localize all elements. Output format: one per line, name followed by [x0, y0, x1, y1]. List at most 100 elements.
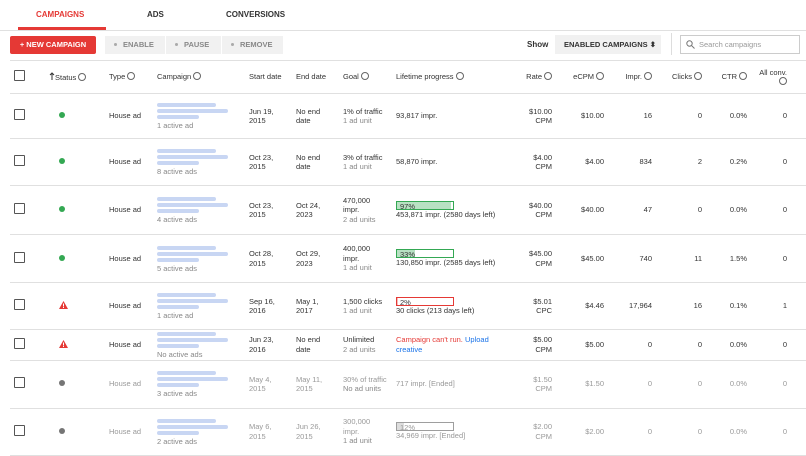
row-checkbox[interactable]	[14, 109, 25, 121]
blurred-name[interactable]	[157, 203, 229, 208]
goal: 1,500 clicks	[343, 296, 383, 306]
blurred-name[interactable]	[157, 424, 229, 429]
header-label[interactable]: Clicks	[672, 72, 692, 82]
blurred-name[interactable]	[157, 197, 216, 202]
header-cell: Impr.	[608, 60, 656, 94]
row-checkbox[interactable]	[14, 251, 25, 263]
blurred-name[interactable]	[157, 293, 216, 298]
rate-cell: $40.00 CPM	[510, 185, 556, 235]
blurred-name[interactable]	[157, 155, 229, 160]
ctr-cell: 0.0%	[706, 93, 751, 139]
ads-count: 2 active ads	[157, 436, 198, 446]
rate-cell: $5.01 CPC	[510, 282, 556, 330]
status-cell	[45, 329, 105, 361]
blurred-name[interactable]	[157, 371, 216, 376]
pause-button[interactable]: PAUSE	[166, 36, 221, 54]
blurred-name[interactable]	[157, 251, 229, 256]
progress-text: 58,870 impr.	[396, 157, 438, 167]
remove-button[interactable]: REMOVE	[222, 36, 283, 54]
row-checkbox[interactable]	[14, 338, 25, 349]
status-dot	[59, 254, 65, 261]
blurred-name[interactable]	[157, 257, 199, 262]
blurred-name[interactable]	[157, 338, 229, 342]
goal: 1% of traffic	[343, 106, 383, 116]
header-label[interactable]: Impr.	[625, 72, 642, 82]
header-label[interactable]: Goal	[343, 72, 359, 82]
tab-bar: CAMPAIGNS ADS CONVERSIONS	[0, 0, 806, 31]
header-cell	[10, 60, 45, 94]
blurred-name[interactable]	[157, 149, 216, 154]
tab[interactable]: CONVERSIONS	[226, 10, 286, 19]
start-date: Sep 16, 2016	[245, 282, 292, 330]
header-cell: Campaign	[153, 60, 245, 94]
conv-cell: 0	[751, 138, 791, 186]
campaign-row: House ad 1 active ad Jun 19, 2015 No end da…	[10, 93, 806, 139]
conv-cell: 0	[751, 408, 791, 456]
cell	[791, 282, 806, 330]
ads-count: 5 active ads	[157, 263, 198, 273]
header-label[interactable]: Start date	[249, 72, 282, 82]
row-checkbox[interactable]	[14, 155, 25, 167]
goal-cell: 3% of traffic 1 ad unit	[339, 138, 392, 186]
blurred-name[interactable]	[157, 103, 216, 108]
dropdown-value: ENABLED CAMPAIGNS	[564, 40, 648, 49]
ads-count: 8 active ads	[157, 167, 198, 177]
blurred-name[interactable]	[157, 299, 229, 304]
blurred-name[interactable]	[157, 305, 199, 310]
campaign-table: Status Type Campaign Start date End date Goal…	[10, 60, 806, 456]
blurred-name[interactable]	[157, 209, 199, 214]
status-dot	[59, 380, 65, 387]
row-checkbox[interactable]	[14, 377, 25, 389]
header-label[interactable]: Lifetime progress	[396, 72, 454, 82]
header-label[interactable]: eCPM	[573, 72, 594, 82]
header-label[interactable]: Status	[55, 72, 77, 82]
warning-icon	[59, 339, 68, 348]
help-icon	[360, 72, 369, 81]
blurred-name[interactable]	[157, 161, 199, 166]
blurred-name[interactable]	[157, 430, 199, 435]
start-date: Oct 23, 2015	[245, 138, 292, 186]
show-dropdown[interactable]: ENABLED CAMPAIGNS ⬍	[555, 35, 661, 54]
row-checkbox[interactable]	[14, 203, 25, 215]
goal-cell: 470,000 impr. 2 ad units	[339, 185, 392, 235]
header-label[interactable]: Campaign	[157, 72, 192, 82]
progress-cell: Campaign can't run. Upload creative	[392, 329, 510, 361]
header-label[interactable]: Type	[109, 72, 126, 82]
blurred-name[interactable]	[157, 377, 229, 382]
blurred-name[interactable]	[157, 383, 199, 388]
end-date: Oct 24, 2023	[292, 185, 339, 235]
tab[interactable]: CAMPAIGNS	[36, 10, 85, 19]
ecpm-cell: $10.00	[556, 93, 608, 139]
cell	[791, 329, 806, 361]
blurred-name[interactable]	[157, 245, 216, 250]
upload-link[interactable]: Upload creative	[396, 335, 489, 354]
progress-percent: 2%	[400, 297, 411, 307]
header-cell: Status	[45, 60, 105, 94]
start-date: May 4, 2015	[245, 360, 292, 409]
blurred-name[interactable]	[157, 109, 229, 114]
header-label[interactable]: End date	[296, 72, 327, 82]
header-label[interactable]: Rate	[526, 72, 542, 82]
end-date: May 1, 2017	[292, 282, 339, 330]
goal: 300,000 impr.	[343, 417, 371, 436]
conv-cell: 0	[751, 93, 791, 139]
row-checkbox[interactable]	[14, 424, 25, 436]
header-label[interactable]: CTR	[721, 72, 737, 82]
campaign-cell: No active ads	[153, 329, 245, 361]
blurred-name[interactable]	[157, 344, 199, 348]
tab[interactable]: ADS	[147, 10, 164, 19]
impr-cell: 0	[608, 329, 656, 361]
new-campaign-button[interactable]: + NEW CAMPAIGN	[10, 36, 96, 54]
progress-cell: 97% 453,871 impr. (2580 days left)	[392, 185, 510, 235]
progress-cell: 12% 34,969 impr. [Ended]	[392, 408, 510, 456]
row-checkbox[interactable]	[14, 299, 25, 311]
header-label[interactable]: All conv.	[759, 67, 787, 77]
enable-button[interactable]: ENABLE	[105, 36, 165, 54]
search-box[interactable]: Search campaigns	[680, 35, 800, 54]
blurred-name[interactable]	[157, 332, 216, 336]
blurred-name[interactable]	[157, 115, 199, 120]
select-all-checkbox[interactable]	[14, 70, 25, 82]
blurred-name[interactable]	[157, 418, 216, 423]
goal-cell: 300,000 impr. 1 ad unit	[339, 408, 392, 456]
